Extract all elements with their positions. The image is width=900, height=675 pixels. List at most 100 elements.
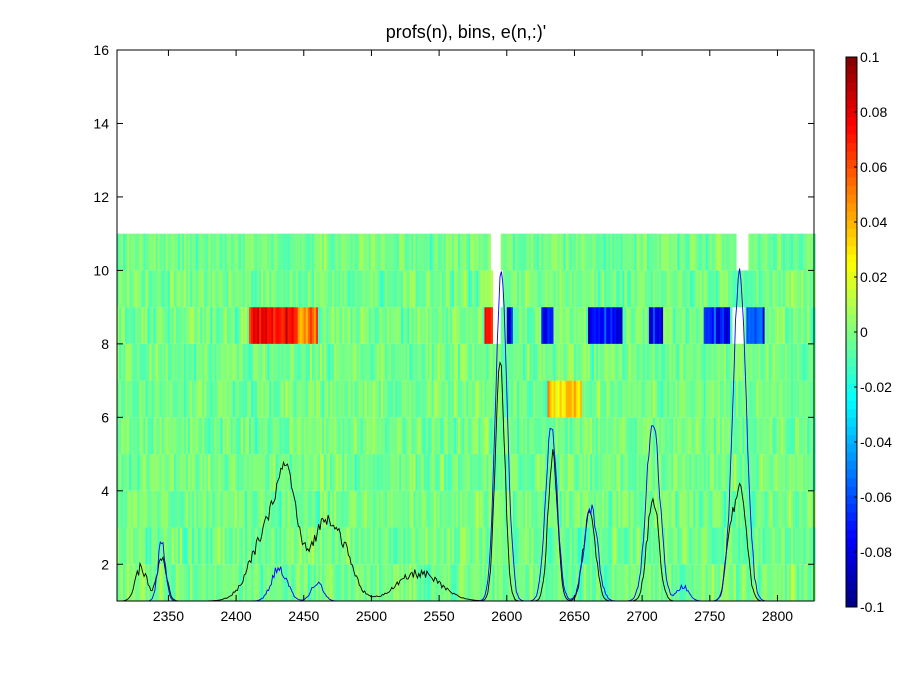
colorbar-segment [846,177,857,187]
heatmap-cell [768,343,772,381]
colorbar-segment [846,435,857,445]
heatmap-cell [608,564,611,601]
heatmap-cell [774,343,778,381]
heatmap-cell [360,527,364,565]
heatmap-cell [196,343,199,381]
heatmap-cell [575,454,579,491]
heatmap-cell [730,343,733,381]
heatmap-cell [236,270,240,308]
heatmap-cell [188,233,191,271]
heatmap-cell [514,307,518,344]
heatmap-cell [732,454,735,491]
heatmap-cell [354,270,357,308]
heatmap-cell [271,454,274,491]
heatmap-cell [567,307,571,344]
heatmap-cell [309,380,313,418]
heatmap-cell [608,454,611,491]
heatmap-cell [157,343,161,381]
heatmap-cell [334,343,337,381]
colorbar-tick-label: 0.02 [860,269,887,285]
heatmap-cell [575,564,579,601]
heatmap-cell [671,490,674,528]
heatmap-cell [405,343,408,381]
heatmap-cell [123,564,126,601]
heatmap-cell [204,527,207,565]
heatmap-cell [756,490,759,528]
heatmap-cell [667,233,670,271]
heatmap-cell [561,454,565,491]
heatmap-cell [555,233,558,271]
heatmap-cell [244,454,248,491]
heatmap-cell [805,490,808,528]
heatmap-cell [555,307,558,344]
heatmap-cell [508,527,512,565]
colorbar-segment [846,581,857,591]
heatmap-cell [717,307,721,344]
heatmap-cell [362,307,366,344]
heatmap-cell [236,380,240,418]
heatmap-cell [356,564,359,601]
colorbar-tick-label: 0.1 [860,49,880,65]
heatmap-cell [443,490,447,528]
heatmap-cell [305,307,309,344]
heatmap-cell [135,417,138,455]
heatmap-cell [123,307,126,344]
heatmap-cell [202,564,205,601]
heatmap-cell [234,527,238,565]
heatmap-cell [350,233,353,271]
heatmap-cell [358,454,362,491]
heatmap-cell [480,454,483,491]
heatmap-cell [387,343,390,381]
heatmap-cell [382,233,386,271]
heatmap-cell [774,270,778,308]
heatmap-cell [177,307,181,344]
heatmap-cell [238,417,242,455]
heatmap-cell [577,307,581,344]
heatmap-cell [253,527,256,565]
heatmap-cell [417,343,420,381]
heatmap-cell [557,564,560,601]
heatmap-cell [782,527,786,565]
heatmap-cell [322,417,325,455]
heatmap-cell [210,527,213,565]
heatmap-cell [569,380,573,418]
heatmap-cell [525,343,528,381]
heatmap-cell [250,417,254,455]
heatmap-cell [748,564,751,601]
heatmap-cell [238,454,242,491]
colorbar-segment [846,246,857,256]
heatmap-cell [657,490,660,528]
heatmap-cell [529,307,532,344]
heatmap-cell [642,343,646,381]
heatmap-cell [382,380,386,418]
heatmap-cell [730,307,733,344]
heatmap-cell [756,380,759,418]
profile-line-1 [117,361,814,601]
heatmap-cell [313,417,317,455]
heatmap-cell [766,564,770,601]
heatmap-cell [750,307,753,344]
heatmap-cell [549,380,552,418]
heatmap-cell [348,233,351,271]
heatmap-cell [445,380,449,418]
heatmap-cell [518,233,522,271]
heatmap-cell [117,343,120,381]
colorbar-tick-label: -0.02 [860,379,892,395]
heatmap-cell [218,417,221,455]
heatmap-cell [478,233,481,271]
heatmap-cell [360,270,364,308]
heatmap-cell [248,490,252,528]
heatmap-cell [364,454,368,491]
heatmap-cell [748,380,751,418]
heatmap-cell [374,343,378,381]
heatmap-cell [711,270,715,308]
heatmap-cell [429,343,433,381]
heatmap-cell [683,417,686,455]
heatmap-cell [250,270,254,308]
heatmap-cell [405,564,408,601]
heatmap-cell [413,564,416,601]
heatmap-cell [372,454,376,491]
heatmap-cell [579,564,583,601]
heatmap-cell [472,564,475,601]
heatmap-cell [600,490,603,528]
